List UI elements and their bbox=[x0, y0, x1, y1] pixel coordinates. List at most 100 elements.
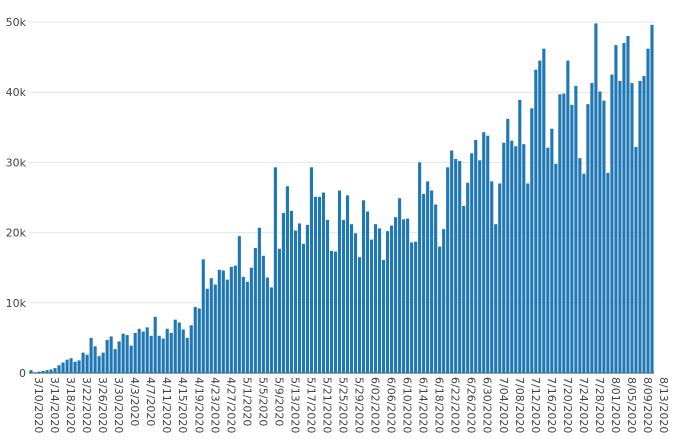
bar bbox=[93, 346, 97, 373]
bar bbox=[430, 190, 434, 373]
bar bbox=[369, 239, 374, 373]
bar bbox=[526, 183, 530, 373]
x-tick-label: 6/30/2020 bbox=[481, 377, 494, 433]
bar bbox=[249, 267, 253, 373]
bar bbox=[518, 99, 522, 374]
bar bbox=[165, 328, 169, 373]
bar bbox=[309, 167, 314, 373]
bar bbox=[257, 227, 261, 373]
bar bbox=[237, 236, 241, 373]
bar bbox=[125, 335, 129, 373]
bar bbox=[357, 257, 362, 373]
bar bbox=[353, 233, 358, 373]
x-tick-label: 8/01/2020 bbox=[609, 377, 622, 433]
bar bbox=[329, 250, 334, 373]
bar bbox=[65, 359, 69, 373]
x-tick-label: 4/23/2020 bbox=[208, 377, 221, 433]
bar bbox=[333, 251, 338, 373]
bar bbox=[261, 255, 265, 373]
bar bbox=[45, 370, 49, 373]
x-tick-label: 3/30/2020 bbox=[112, 377, 125, 433]
bar bbox=[161, 338, 165, 373]
bar bbox=[650, 24, 654, 374]
bar bbox=[638, 80, 642, 373]
bar bbox=[530, 108, 534, 373]
bar bbox=[630, 83, 634, 373]
x-tick-label: 8/05/2020 bbox=[625, 377, 638, 433]
bar bbox=[462, 205, 466, 373]
bar bbox=[349, 224, 354, 373]
bar bbox=[390, 225, 394, 373]
bar bbox=[153, 316, 157, 373]
bar bbox=[558, 94, 562, 373]
bar bbox=[117, 341, 121, 373]
bar bbox=[37, 371, 41, 373]
bar bbox=[590, 83, 594, 373]
bar bbox=[514, 146, 518, 373]
bar bbox=[614, 45, 618, 374]
bar bbox=[626, 36, 630, 373]
bar bbox=[426, 181, 430, 373]
x-tick-label: 7/28/2020 bbox=[593, 377, 606, 433]
bar bbox=[522, 144, 526, 373]
x-tick-label: 4/7/2020 bbox=[144, 377, 157, 426]
bar bbox=[133, 332, 137, 373]
bar bbox=[554, 163, 558, 373]
bar bbox=[606, 172, 610, 373]
bar bbox=[418, 162, 422, 373]
bar bbox=[121, 333, 125, 373]
bar bbox=[313, 196, 318, 373]
bar bbox=[145, 327, 149, 373]
y-tick-label: 10k bbox=[6, 297, 27, 310]
bar bbox=[482, 132, 486, 373]
bar bbox=[253, 248, 257, 373]
bar bbox=[434, 204, 438, 373]
bar bbox=[149, 335, 153, 373]
x-tick-label: 7/16/2020 bbox=[545, 377, 558, 433]
bar bbox=[105, 340, 109, 373]
x-tick-label: 5/5/2020 bbox=[256, 377, 269, 426]
bar bbox=[634, 146, 638, 373]
bar bbox=[646, 48, 650, 374]
y-tick-label: 50k bbox=[6, 16, 27, 29]
bar bbox=[402, 219, 406, 373]
bar bbox=[562, 93, 566, 373]
bar bbox=[185, 337, 189, 373]
bar bbox=[209, 278, 213, 373]
bar bbox=[273, 167, 277, 373]
bar bbox=[361, 200, 366, 373]
bar bbox=[221, 270, 225, 373]
bar bbox=[414, 241, 418, 373]
bar bbox=[474, 139, 478, 373]
x-tick-label: 3/22/2020 bbox=[80, 377, 93, 433]
bar bbox=[446, 167, 450, 373]
x-tick-label: 6/10/2020 bbox=[401, 377, 414, 433]
bar bbox=[337, 190, 342, 373]
bar bbox=[578, 158, 582, 373]
x-tick-label: 4/11/2020 bbox=[160, 377, 173, 433]
bar bbox=[325, 219, 330, 373]
bar bbox=[173, 319, 177, 373]
bar bbox=[470, 153, 474, 373]
bar bbox=[486, 135, 490, 373]
bar bbox=[89, 337, 93, 373]
bar bbox=[502, 142, 506, 373]
bar bbox=[498, 183, 502, 373]
bar bbox=[213, 284, 217, 373]
bar bbox=[137, 328, 141, 373]
x-tick-label: 4/15/2020 bbox=[176, 377, 189, 433]
bar bbox=[129, 345, 133, 373]
bar bbox=[197, 308, 201, 373]
x-tick-label: 5/1/2020 bbox=[240, 377, 253, 426]
bar bbox=[169, 332, 173, 373]
bar bbox=[570, 104, 574, 373]
bar bbox=[241, 276, 245, 373]
bar bbox=[297, 223, 301, 373]
bar bbox=[386, 231, 390, 373]
bar bbox=[41, 370, 45, 373]
bar bbox=[321, 192, 326, 373]
bar bbox=[301, 243, 306, 373]
bar bbox=[506, 118, 510, 373]
x-tick-label: 5/21/2020 bbox=[320, 377, 333, 433]
y-axis: 0 10k 20k 30k 40k 50k bbox=[6, 16, 27, 380]
